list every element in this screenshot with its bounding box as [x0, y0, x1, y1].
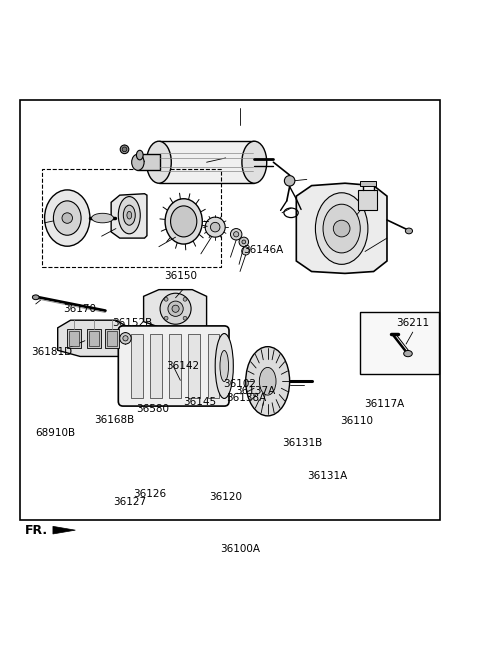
- Text: 36150: 36150: [164, 271, 197, 281]
- Text: 36110: 36110: [340, 416, 373, 426]
- Bar: [131, 334, 143, 398]
- Ellipse shape: [215, 334, 233, 399]
- Ellipse shape: [120, 145, 129, 154]
- Text: 36211: 36211: [396, 318, 429, 329]
- Bar: [87, 329, 101, 348]
- Bar: [207, 334, 219, 398]
- Ellipse shape: [241, 247, 250, 255]
- Ellipse shape: [127, 211, 132, 219]
- Ellipse shape: [205, 217, 225, 237]
- Text: 36181D: 36181D: [31, 347, 72, 357]
- Polygon shape: [144, 290, 206, 329]
- Bar: [67, 329, 81, 348]
- Ellipse shape: [164, 297, 168, 301]
- Ellipse shape: [246, 347, 289, 416]
- Ellipse shape: [242, 240, 246, 244]
- Ellipse shape: [123, 205, 135, 226]
- Ellipse shape: [33, 295, 39, 299]
- Ellipse shape: [172, 305, 179, 312]
- Ellipse shape: [168, 301, 183, 316]
- Text: 68910B: 68910B: [35, 428, 75, 438]
- Bar: [150, 334, 162, 398]
- Bar: [69, 330, 79, 346]
- Text: 36100A: 36100A: [220, 544, 260, 553]
- Ellipse shape: [170, 206, 197, 237]
- Ellipse shape: [183, 297, 187, 301]
- Bar: [169, 334, 181, 398]
- Text: 36127: 36127: [113, 497, 146, 507]
- Text: 36120: 36120: [209, 492, 242, 502]
- Polygon shape: [296, 183, 387, 273]
- Ellipse shape: [118, 196, 140, 234]
- Ellipse shape: [259, 367, 276, 395]
- Text: 36138A: 36138A: [227, 393, 267, 403]
- Polygon shape: [53, 526, 75, 534]
- Bar: [189, 334, 200, 398]
- Bar: [108, 330, 117, 346]
- Ellipse shape: [183, 316, 187, 320]
- Ellipse shape: [404, 351, 412, 356]
- Ellipse shape: [165, 199, 202, 244]
- Ellipse shape: [122, 147, 127, 152]
- Text: 36146A: 36146A: [243, 245, 283, 255]
- Ellipse shape: [132, 154, 144, 170]
- Text: FR.: FR.: [25, 524, 48, 537]
- Ellipse shape: [315, 192, 368, 264]
- Ellipse shape: [220, 351, 228, 382]
- Ellipse shape: [234, 231, 239, 237]
- Ellipse shape: [45, 190, 90, 246]
- FancyBboxPatch shape: [118, 326, 229, 406]
- Ellipse shape: [333, 220, 350, 237]
- Text: 36131B: 36131B: [282, 437, 322, 448]
- Bar: [42, 169, 221, 267]
- Ellipse shape: [230, 229, 242, 240]
- Ellipse shape: [284, 176, 295, 186]
- Text: 36168B: 36168B: [95, 415, 135, 424]
- Bar: [89, 330, 99, 346]
- Bar: [106, 329, 119, 348]
- Bar: [159, 141, 254, 183]
- Text: 36102: 36102: [224, 379, 256, 389]
- Ellipse shape: [146, 141, 171, 183]
- Ellipse shape: [210, 222, 220, 232]
- Ellipse shape: [92, 213, 114, 223]
- Polygon shape: [111, 194, 147, 238]
- Text: 36170: 36170: [63, 304, 96, 314]
- Ellipse shape: [405, 228, 412, 234]
- Ellipse shape: [53, 201, 81, 235]
- Text: 36126: 36126: [133, 489, 166, 499]
- Bar: [137, 154, 160, 170]
- Text: 36131A: 36131A: [307, 471, 347, 481]
- Bar: [360, 181, 375, 185]
- Text: 36117A: 36117A: [364, 399, 404, 410]
- Ellipse shape: [120, 332, 131, 344]
- Text: 36152B: 36152B: [112, 318, 153, 329]
- Polygon shape: [58, 320, 129, 356]
- Ellipse shape: [136, 150, 143, 160]
- Bar: [360, 312, 439, 374]
- Ellipse shape: [239, 237, 249, 247]
- Text: 36142: 36142: [166, 361, 199, 371]
- Ellipse shape: [242, 141, 267, 183]
- Text: 36145: 36145: [183, 397, 216, 407]
- Bar: [359, 191, 377, 211]
- Ellipse shape: [62, 213, 72, 224]
- Ellipse shape: [164, 316, 168, 320]
- Ellipse shape: [160, 293, 191, 324]
- Text: 36137A: 36137A: [235, 386, 276, 396]
- Bar: [21, 100, 441, 520]
- Ellipse shape: [123, 336, 128, 341]
- Ellipse shape: [323, 204, 360, 253]
- Text: 36580: 36580: [137, 404, 169, 414]
